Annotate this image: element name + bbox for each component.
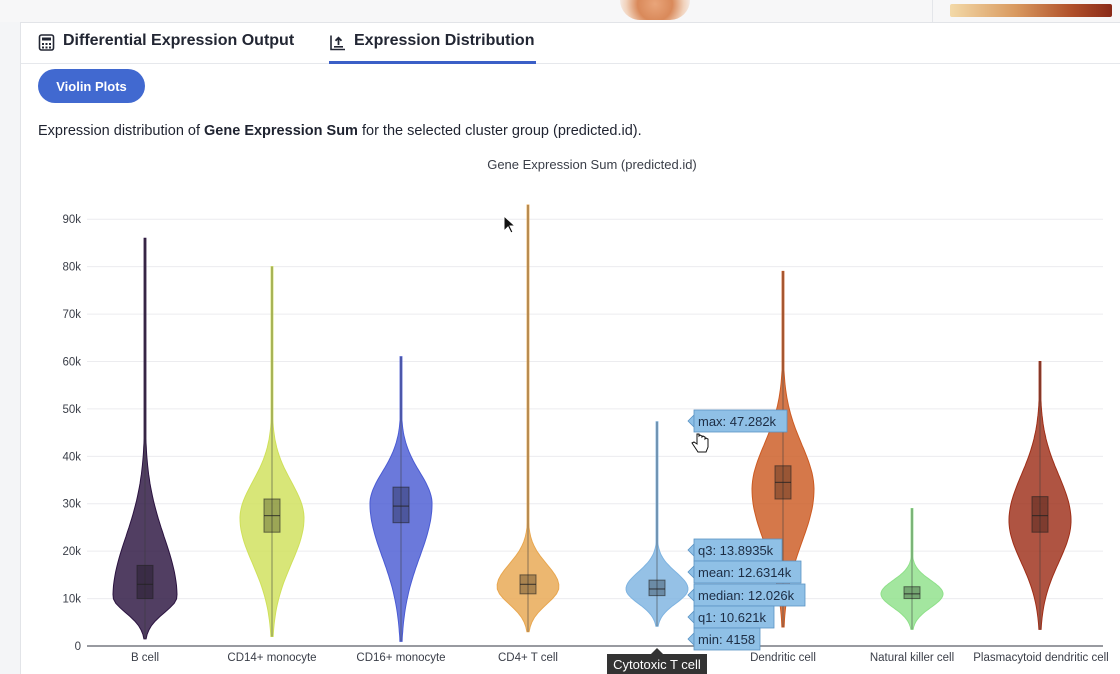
tooltip-pointer: [687, 632, 695, 646]
violin-plasmacytoid-dendritic-cell[interactable]: [1008, 360, 1072, 630]
y-tick-label: 50k: [62, 404, 81, 416]
tooltip-q3: q3: 13.8935k: [687, 538, 783, 562]
mouse-cursor-icon: [503, 214, 517, 234]
violin-box: [903, 586, 921, 600]
violin-cd14-monocyte[interactable]: [239, 266, 305, 638]
violin-box: [392, 486, 410, 524]
violin-box: [648, 579, 666, 597]
tooltip-pointer: [687, 565, 695, 579]
hand-cursor-icon: [691, 433, 709, 453]
description-bold: Gene Expression Sum: [204, 123, 358, 139]
color-legend-frame: [932, 0, 1120, 22]
tab-label: Expression Distribution: [354, 32, 535, 49]
y-tick-label: 70k: [62, 309, 81, 321]
top-strip: [0, 0, 1120, 22]
x-tick-label: CD4+ T cell: [498, 652, 558, 664]
tooltip-pointer: [687, 610, 695, 624]
violin-chart: 0 10k 20k 30k 40k 50k 60k 70k 80k 90k B cell CD14+ …: [62, 204, 1109, 674]
chart-description: Expression distribution of Gene Expressi…: [38, 123, 642, 139]
tooltip-box: [693, 409, 788, 433]
y-tick-label: 40k: [62, 451, 81, 463]
hover-label-text: Cytotoxic T cell: [613, 657, 701, 672]
violin-natural-killer-cell[interactable]: [880, 507, 944, 630]
hover-category-label: Cytotoxic T cell: [607, 648, 707, 674]
tooltip-max: max: 47.282k: [687, 409, 788, 433]
y-tick-label: 90k: [62, 214, 81, 226]
tooltip-text: q3: 13.8935k: [698, 543, 774, 558]
y-tick-label: 0: [75, 641, 81, 653]
violin-cd16-monocyte[interactable]: [369, 356, 433, 642]
tooltip-text: mean: 12.6314k: [698, 565, 792, 580]
y-tick-label: 30k: [62, 499, 81, 511]
x-tick-label: CD16+ monocyte: [356, 652, 445, 664]
violin-box: [136, 564, 154, 600]
tooltip-text: max: 47.282k: [698, 414, 777, 429]
tooltip-box: [693, 627, 761, 651]
y-tick-label: 20k: [62, 546, 81, 558]
y-tick-label: 80k: [62, 262, 81, 274]
hover-label-box: [607, 654, 707, 674]
tab-label: Differential Expression Output: [63, 32, 295, 49]
x-tick-label: Dendritic cell: [750, 652, 816, 664]
violin-plots-button[interactable]: Violin Plots: [38, 69, 145, 103]
embedding-preview: [620, 0, 690, 20]
description-prefix: Expression distribution of: [38, 123, 205, 139]
x-tick-label: Plasmacytoid dendritic cell: [973, 652, 1109, 664]
x-tick-label: CD14+ monocyte: [227, 652, 316, 664]
x-tick-label: B cell: [131, 652, 159, 664]
tooltip-pointer: [687, 414, 695, 428]
tooltip-pointer: [687, 543, 695, 557]
expression-panel: Differential Expression Output Expressio…: [20, 22, 1120, 674]
tooltip-text: median: 12.026k: [698, 588, 795, 603]
chart-title: Gene Expression Sum (predicted.id): [487, 157, 697, 172]
violin-cytotoxic-t-cell[interactable]: [625, 421, 689, 627]
tooltip-pointer: [687, 588, 695, 602]
tooltip-text: min: 4158: [698, 632, 755, 647]
hand-cursor-shape: [691, 433, 709, 453]
violin-box: [1031, 496, 1049, 533]
chart-upload-icon: [329, 34, 346, 51]
y-tick-label: 10k: [62, 594, 81, 606]
tooltip-min: min: 4158: [687, 627, 761, 651]
tooltip-text: q1: 10.621k: [698, 610, 766, 625]
tab-differential-expression-output[interactable]: Differential Expression Output: [38, 32, 294, 64]
tab-expression-distribution[interactable]: Expression Distribution: [329, 32, 537, 64]
y-tick-label: 60k: [62, 356, 81, 368]
tab-bar: Differential Expression Output Expressio…: [21, 23, 1120, 64]
tooltip-q1: q1: 10.621k: [687, 605, 775, 629]
color-gradient-legend: [950, 4, 1112, 17]
violin-b-cell[interactable]: [112, 237, 178, 640]
tooltip-mean: mean: 12.6314k: [687, 560, 802, 584]
hover-label-pointer: [651, 648, 663, 654]
violin-cd4-t-cell[interactable]: [496, 204, 560, 633]
tooltip-box: [693, 560, 802, 584]
tooltip-median: median: 12.026k: [687, 583, 806, 607]
description-suffix: for the selected cluster group (predicte…: [357, 123, 642, 139]
calculator-icon: [38, 34, 55, 51]
x-tick-label: Natural killer cell: [870, 652, 954, 664]
